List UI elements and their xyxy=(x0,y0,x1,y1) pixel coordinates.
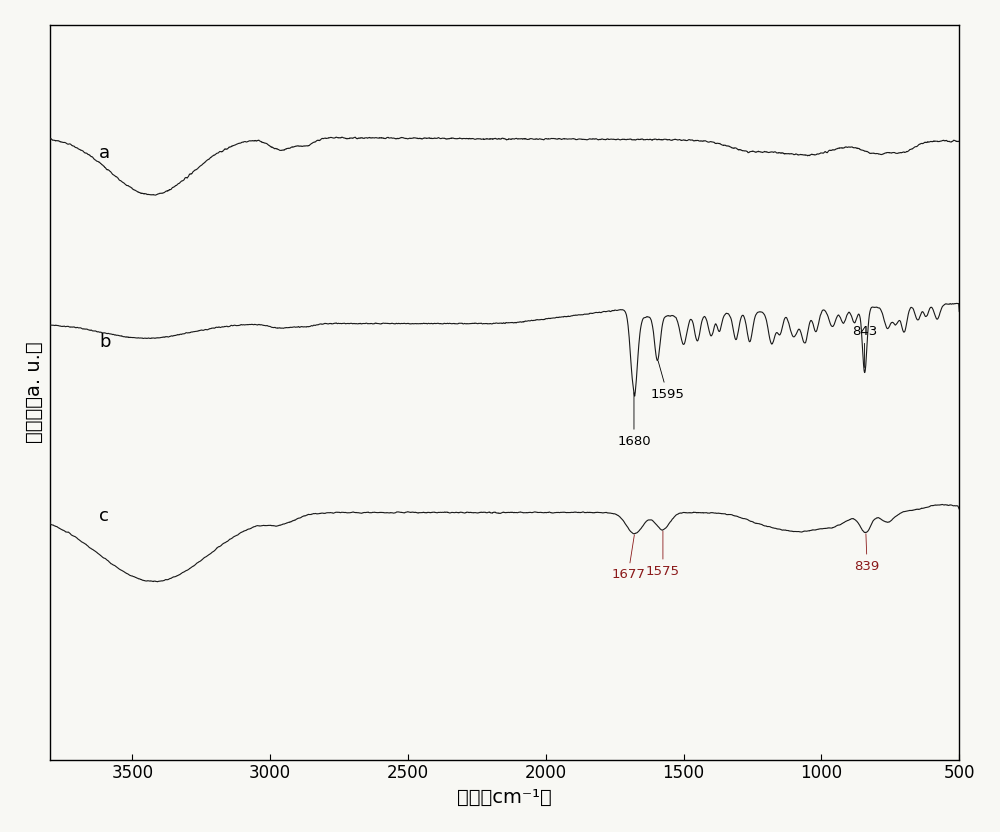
Text: 1677: 1677 xyxy=(611,535,645,582)
Text: a: a xyxy=(99,144,110,161)
Text: 839: 839 xyxy=(854,534,880,572)
Y-axis label: 透光率（a. u.）: 透光率（a. u.） xyxy=(25,341,44,443)
Text: 1595: 1595 xyxy=(651,361,684,401)
Text: c: c xyxy=(99,507,109,525)
Text: 1680: 1680 xyxy=(617,393,651,448)
Text: 1575: 1575 xyxy=(646,531,680,577)
Text: b: b xyxy=(99,333,111,351)
X-axis label: 波数（cm⁻¹）: 波数（cm⁻¹） xyxy=(457,788,552,807)
Text: 843: 843 xyxy=(852,324,877,368)
